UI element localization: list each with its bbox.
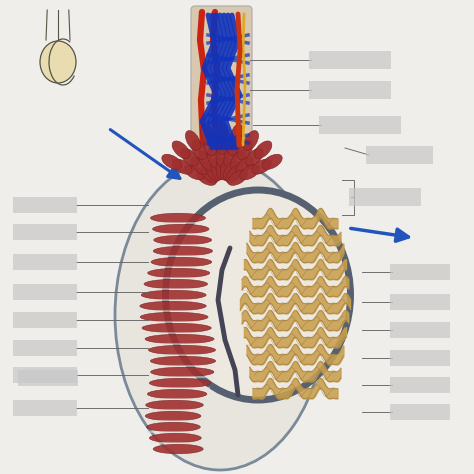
Ellipse shape bbox=[254, 141, 272, 159]
FancyBboxPatch shape bbox=[390, 350, 450, 366]
Ellipse shape bbox=[149, 378, 211, 388]
Ellipse shape bbox=[199, 151, 214, 171]
Ellipse shape bbox=[191, 157, 208, 174]
Ellipse shape bbox=[240, 164, 260, 180]
Ellipse shape bbox=[246, 148, 264, 166]
Ellipse shape bbox=[154, 235, 211, 245]
Ellipse shape bbox=[153, 224, 209, 234]
Ellipse shape bbox=[140, 312, 208, 322]
Ellipse shape bbox=[230, 124, 244, 146]
Ellipse shape bbox=[196, 170, 217, 185]
Ellipse shape bbox=[184, 164, 204, 180]
Ellipse shape bbox=[228, 170, 247, 185]
Ellipse shape bbox=[145, 334, 214, 344]
Ellipse shape bbox=[150, 356, 216, 366]
Ellipse shape bbox=[228, 135, 240, 156]
Ellipse shape bbox=[145, 411, 201, 421]
Ellipse shape bbox=[224, 146, 237, 168]
Ellipse shape bbox=[262, 154, 282, 169]
Ellipse shape bbox=[151, 367, 214, 377]
FancyBboxPatch shape bbox=[390, 404, 450, 420]
Ellipse shape bbox=[223, 161, 238, 181]
Ellipse shape bbox=[162, 154, 182, 169]
Ellipse shape bbox=[153, 246, 212, 256]
FancyBboxPatch shape bbox=[13, 254, 77, 270]
FancyBboxPatch shape bbox=[390, 322, 450, 338]
Ellipse shape bbox=[252, 159, 272, 174]
FancyBboxPatch shape bbox=[13, 284, 77, 300]
Ellipse shape bbox=[207, 146, 220, 168]
Ellipse shape bbox=[205, 161, 220, 181]
Ellipse shape bbox=[146, 422, 201, 432]
FancyBboxPatch shape bbox=[13, 367, 77, 383]
Ellipse shape bbox=[172, 159, 192, 174]
Ellipse shape bbox=[220, 159, 233, 180]
FancyBboxPatch shape bbox=[366, 146, 434, 164]
Ellipse shape bbox=[115, 160, 325, 470]
Ellipse shape bbox=[236, 157, 254, 174]
FancyBboxPatch shape bbox=[390, 264, 450, 280]
FancyBboxPatch shape bbox=[13, 400, 77, 416]
Ellipse shape bbox=[216, 158, 228, 180]
Ellipse shape bbox=[230, 151, 246, 171]
FancyBboxPatch shape bbox=[13, 224, 77, 240]
FancyBboxPatch shape bbox=[13, 312, 77, 328]
Ellipse shape bbox=[153, 444, 203, 454]
FancyBboxPatch shape bbox=[309, 81, 391, 99]
FancyBboxPatch shape bbox=[349, 188, 421, 206]
FancyBboxPatch shape bbox=[390, 294, 450, 310]
FancyBboxPatch shape bbox=[390, 377, 450, 393]
Ellipse shape bbox=[165, 190, 350, 400]
Ellipse shape bbox=[216, 145, 228, 167]
Ellipse shape bbox=[216, 133, 228, 155]
Ellipse shape bbox=[148, 345, 216, 355]
Ellipse shape bbox=[142, 323, 211, 333]
Ellipse shape bbox=[147, 389, 207, 399]
FancyBboxPatch shape bbox=[191, 6, 252, 159]
Ellipse shape bbox=[211, 159, 224, 180]
Ellipse shape bbox=[181, 148, 198, 166]
Ellipse shape bbox=[185, 130, 201, 151]
Ellipse shape bbox=[141, 290, 206, 300]
Ellipse shape bbox=[216, 122, 228, 144]
FancyBboxPatch shape bbox=[13, 340, 77, 356]
Ellipse shape bbox=[244, 130, 258, 151]
Ellipse shape bbox=[144, 279, 208, 289]
Ellipse shape bbox=[146, 400, 203, 410]
Ellipse shape bbox=[204, 135, 217, 156]
Ellipse shape bbox=[172, 141, 190, 159]
Ellipse shape bbox=[201, 124, 213, 146]
Ellipse shape bbox=[201, 165, 218, 183]
Ellipse shape bbox=[226, 165, 244, 183]
FancyBboxPatch shape bbox=[18, 370, 78, 386]
Ellipse shape bbox=[151, 257, 212, 267]
Ellipse shape bbox=[237, 140, 253, 160]
Ellipse shape bbox=[151, 213, 206, 223]
Ellipse shape bbox=[149, 433, 201, 443]
FancyBboxPatch shape bbox=[319, 116, 401, 134]
Ellipse shape bbox=[140, 301, 206, 311]
Ellipse shape bbox=[40, 41, 76, 83]
Ellipse shape bbox=[191, 140, 207, 160]
FancyBboxPatch shape bbox=[309, 51, 391, 69]
Ellipse shape bbox=[147, 268, 210, 278]
FancyBboxPatch shape bbox=[13, 197, 77, 213]
